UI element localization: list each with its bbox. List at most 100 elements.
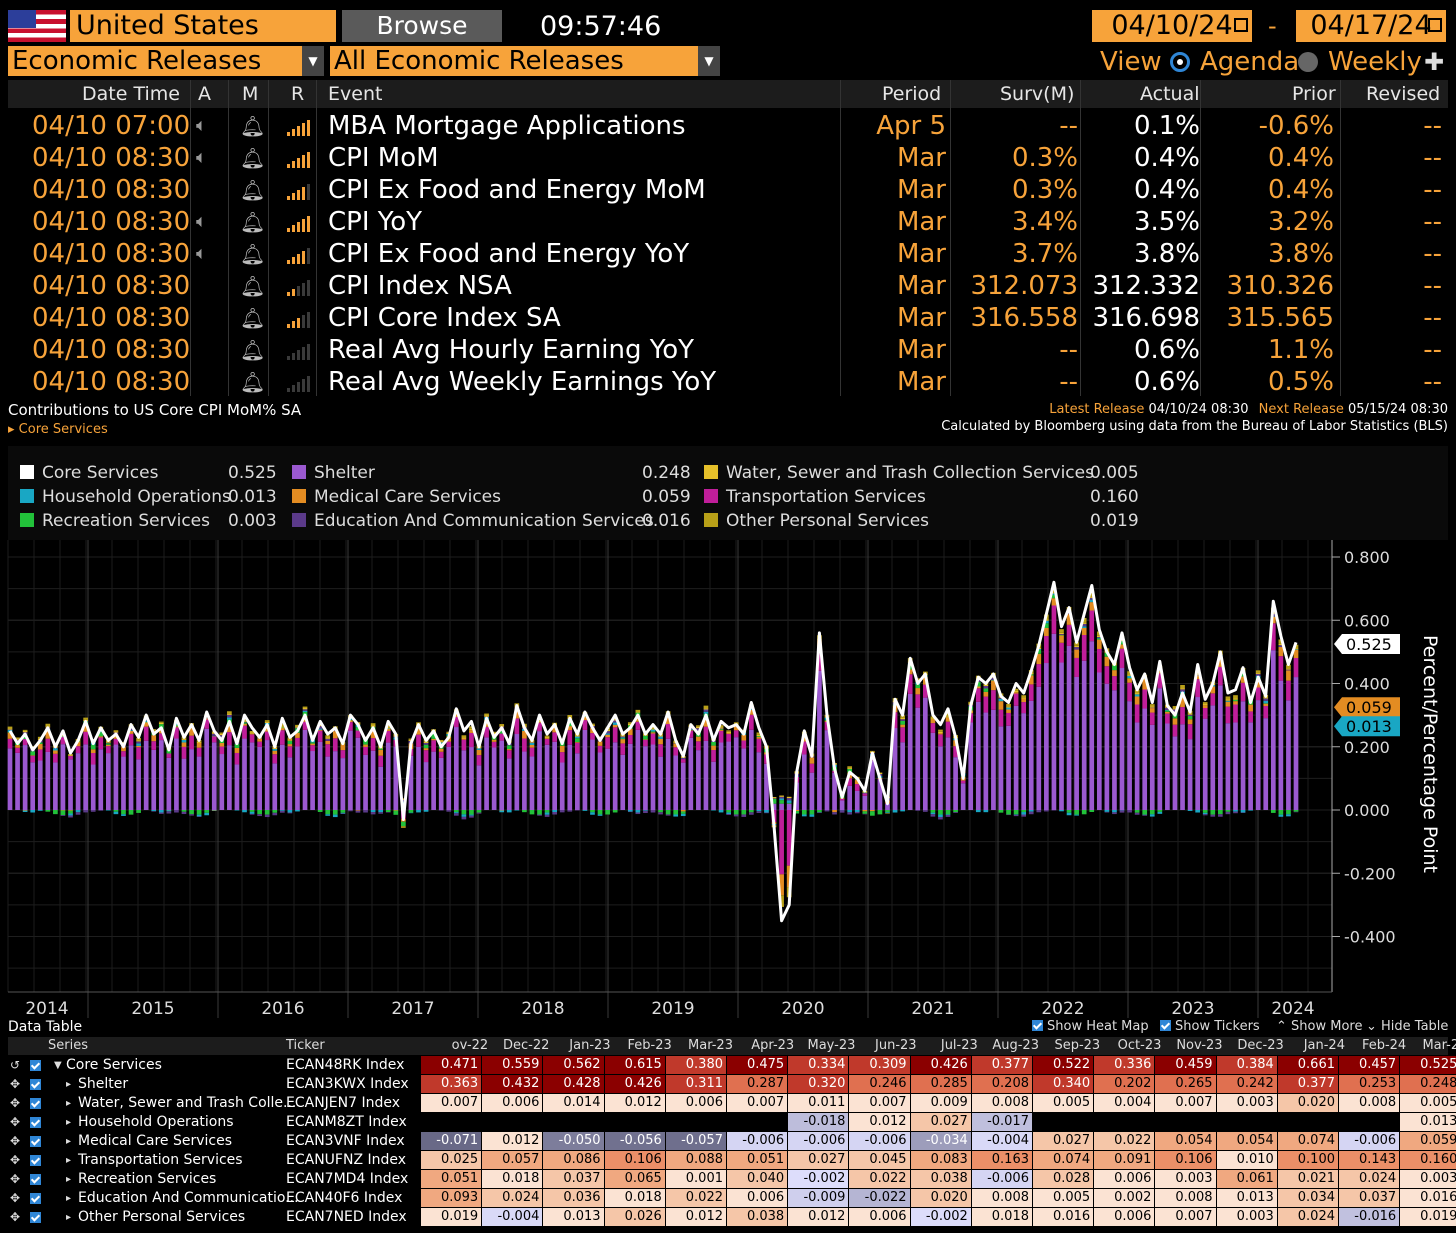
col-datetime[interactable]: Date Time xyxy=(82,83,180,105)
event-name[interactable]: CPI Index NSA xyxy=(328,271,512,301)
table-row[interactable]: ✥ ▸ Medical Care Services ECAN3VNF Index -0.… xyxy=(8,1132,1456,1151)
hide-table-button[interactable]: ⌄ Hide Table xyxy=(1366,1019,1448,1035)
row-action-icon[interactable]: ✥ xyxy=(10,1210,21,1224)
checkbox-icon[interactable] xyxy=(1160,1020,1171,1031)
row-checkbox[interactable] xyxy=(30,1079,41,1090)
row-checkbox[interactable] xyxy=(30,1193,41,1204)
event-name[interactable]: CPI Core Index SA xyxy=(328,303,561,333)
col-ticker[interactable]: Ticker xyxy=(286,1038,325,1053)
series-name[interactable]: Water, Sewer and Trash Colle... xyxy=(78,1095,297,1111)
col-survey[interactable]: Surv(M) xyxy=(1000,83,1075,105)
col-audio[interactable]: A xyxy=(198,83,211,105)
speaker-icon[interactable]: 🔈︎ xyxy=(196,243,207,264)
dropdown-arrow-icon[interactable]: ▼ xyxy=(698,46,720,76)
col-relevance[interactable]: R xyxy=(291,83,305,105)
event-name[interactable]: CPI YoY xyxy=(328,207,422,237)
legend-item[interactable]: Household Operations xyxy=(20,486,231,508)
row-checkbox[interactable] xyxy=(30,1117,41,1128)
row-action-icon[interactable]: ✥ xyxy=(10,1134,21,1148)
country-field[interactable]: United States xyxy=(70,10,336,42)
expand-arrow-icon[interactable]: ▸ xyxy=(66,1155,72,1166)
legend-item[interactable]: Medical Care Services xyxy=(292,486,501,508)
bell-icon[interactable]: 🔔︎ xyxy=(240,274,266,298)
pin-icon[interactable]: ✚ xyxy=(1424,48,1445,76)
col-alert[interactable]: M xyxy=(242,83,259,105)
event-name[interactable]: Real Avg Hourly Earning YoY xyxy=(328,335,694,365)
bell-icon[interactable]: 🔔︎ xyxy=(240,114,266,138)
row-action-icon[interactable]: ✥ xyxy=(10,1191,21,1205)
table-row[interactable]: ↺ ▼ Core Services ECAN48RK Index 0.471 0.559 0… xyxy=(8,1056,1456,1075)
col-month[interactable]: Mar-23 xyxy=(688,1038,733,1053)
table-row[interactable]: ✥ ▸ Education And Communicatio... ECAN40F6 … xyxy=(8,1189,1456,1208)
col-month[interactable]: Feb-24 xyxy=(1361,1038,1407,1053)
release-filter-select[interactable]: All Economic Releases ▼ xyxy=(330,46,720,76)
col-actual[interactable]: Actual xyxy=(1140,83,1200,105)
event-name[interactable]: Real Avg Weekly Earnings YoY xyxy=(328,367,717,397)
col-month[interactable]: Jun-23 xyxy=(875,1038,917,1053)
row-action-icon[interactable]: ✥ xyxy=(10,1172,21,1186)
legend-item[interactable]: Shelter xyxy=(292,462,375,484)
legend-item[interactable]: Education And Communication Services xyxy=(292,510,654,532)
event-row[interactable]: 04/10 08:30 🔔︎ Real Avg Weekly Earnings Yo… xyxy=(8,366,1448,398)
row-action-icon[interactable]: ✥ xyxy=(10,1115,21,1129)
dropdown-arrow-icon[interactable]: ▼ xyxy=(302,46,324,76)
series-name[interactable]: Shelter xyxy=(78,1076,129,1092)
event-row[interactable]: 04/10 08:30 🔔︎ Real Avg Hourly Earning YoY… xyxy=(8,334,1448,366)
col-month[interactable]: Oct-23 xyxy=(1117,1038,1162,1053)
col-month[interactable]: May-23 xyxy=(807,1038,856,1053)
col-prior[interactable]: Prior xyxy=(1292,83,1336,105)
expand-arrow-icon[interactable]: ▸ xyxy=(66,1193,72,1204)
bell-icon[interactable]: 🔔︎ xyxy=(240,306,266,330)
table-row[interactable]: ✥ ▸ Other Personal Services ECAN7NED Index 0… xyxy=(8,1208,1456,1227)
agenda-radio[interactable] xyxy=(1170,52,1190,72)
table-row[interactable]: ✥ ▸ Water, Sewer and Trash Colle... ECANJEN… xyxy=(8,1094,1456,1113)
calendar-icon[interactable] xyxy=(1428,18,1442,32)
chart-subtitle[interactable]: ▸ Core Services xyxy=(8,422,108,437)
col-series[interactable]: Series xyxy=(48,1038,88,1053)
bell-icon[interactable]: 🔔︎ xyxy=(240,146,266,170)
expand-arrow-icon[interactable]: ▸ xyxy=(66,1117,72,1128)
legend-item[interactable]: Transportation Services xyxy=(704,486,926,508)
series-name[interactable]: Medical Care Services xyxy=(78,1133,232,1149)
speaker-icon[interactable]: 🔈︎ xyxy=(196,211,207,232)
expand-arrow-icon[interactable]: ▸ xyxy=(66,1079,72,1090)
bell-icon[interactable]: 🔔︎ xyxy=(240,370,266,394)
start-date-field[interactable]: 04/10/24 xyxy=(1092,10,1252,42)
series-name[interactable]: Recreation Services xyxy=(78,1171,217,1187)
table-row[interactable]: ✥ ▸ Household Operations ECANM8ZT Index -0.0… xyxy=(8,1113,1456,1132)
table-row[interactable]: ✥ ▸ Recreation Services ECAN7MD4 Index 0.051… xyxy=(8,1170,1456,1189)
row-action-icon[interactable]: ✥ xyxy=(10,1077,21,1091)
event-row[interactable]: 04/10 08:30 🔔︎ CPI Core Index SA Mar 316.558… xyxy=(8,302,1448,334)
event-row[interactable]: 04/10 08:30 🔈︎ 🔔︎ CPI YoY Mar 3.4% 3.5% 3.2% -- xyxy=(8,206,1448,238)
series-name[interactable]: Household Operations xyxy=(78,1114,234,1130)
show-more-button[interactable]: ⌃ Show More xyxy=(1276,1019,1362,1035)
col-month[interactable]: Jul-23 xyxy=(940,1038,978,1053)
bell-icon[interactable]: 🔔︎ xyxy=(240,338,266,362)
col-month[interactable]: ov-22 xyxy=(451,1038,489,1053)
bell-icon[interactable]: 🔔︎ xyxy=(240,178,266,202)
calendar-icon[interactable] xyxy=(1234,18,1248,32)
col-month[interactable]: Apr-23 xyxy=(751,1038,795,1053)
show-heat-map-toggle[interactable]: Show Heat Map xyxy=(1032,1019,1149,1035)
series-name[interactable]: Core Services xyxy=(66,1057,162,1073)
speaker-icon[interactable]: 🔈︎ xyxy=(196,147,207,168)
table-row[interactable]: ✥ ▸ Transportation Services ECANUFNZ Index 0… xyxy=(8,1151,1456,1170)
event-row[interactable]: 04/10 08:30 🔔︎ CPI Ex Food and Energy MoM M… xyxy=(8,174,1448,206)
event-row[interactable]: 04/10 07:00 🔈︎ 🔔︎ MBA Mortgage Applications… xyxy=(8,110,1448,142)
col-month[interactable]: Aug-23 xyxy=(992,1038,1039,1053)
event-row[interactable]: 04/10 08:30 🔈︎ 🔔︎ CPI Ex Food and Energy Yo… xyxy=(8,238,1448,270)
col-month[interactable]: Sep-23 xyxy=(1054,1038,1101,1053)
expand-arrow-icon[interactable]: ▼ xyxy=(54,1060,62,1071)
row-checkbox[interactable] xyxy=(30,1136,41,1147)
event-name[interactable]: CPI Ex Food and Energy MoM xyxy=(328,175,706,205)
event-row[interactable]: 04/10 08:30 🔔︎ CPI Index NSA Mar 312.073 312.… xyxy=(8,270,1448,302)
event-name[interactable]: CPI Ex Food and Energy YoY xyxy=(328,239,690,269)
weekly-label[interactable]: Weekly xyxy=(1328,47,1422,77)
expand-arrow-icon[interactable]: ▸ xyxy=(66,1212,72,1223)
speaker-icon[interactable]: 🔈︎ xyxy=(196,115,207,136)
weekly-radio[interactable] xyxy=(1298,52,1318,72)
row-action-icon[interactable]: ✥ xyxy=(10,1096,21,1110)
row-checkbox[interactable] xyxy=(30,1212,41,1223)
col-period[interactable]: Period xyxy=(882,83,942,105)
table-row[interactable]: ✥ ▸ Shelter ECAN3KWX Index 0.363 0.432 0.428 0.… xyxy=(8,1075,1456,1094)
